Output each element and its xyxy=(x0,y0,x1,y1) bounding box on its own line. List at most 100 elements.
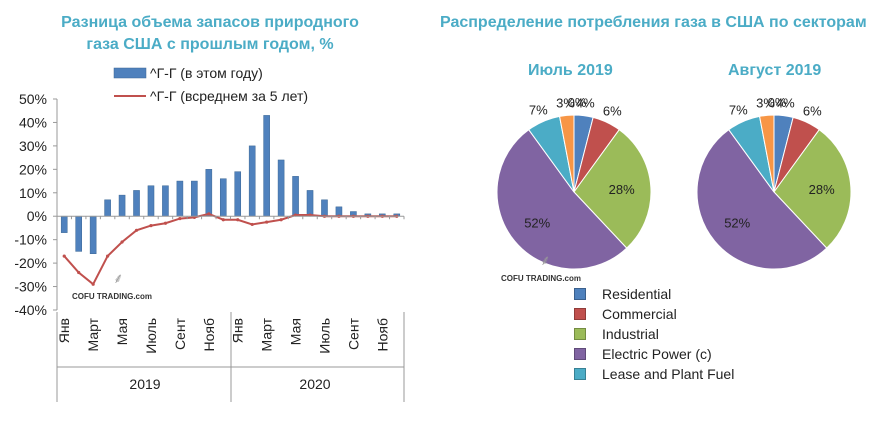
pie-august-title: Август 2019 xyxy=(728,62,822,79)
pie-slice xyxy=(558,114,575,193)
pie-slice-label: 52% xyxy=(524,215,550,230)
bar xyxy=(205,169,213,217)
bar xyxy=(133,190,140,217)
legend-swatch xyxy=(574,288,586,300)
legend-swatch xyxy=(574,308,586,320)
line-point xyxy=(221,218,225,222)
pie-slice-label: 4% xyxy=(776,96,795,111)
line-point xyxy=(120,240,124,244)
y-tick-label: -40% xyxy=(14,302,47,318)
pie-zero-label: 0% xyxy=(568,95,587,110)
x-tick-label: Сент xyxy=(172,317,188,350)
year-label-2020: 2020 xyxy=(299,376,330,392)
pie-legend-item: Industrial xyxy=(574,324,734,344)
y-tick-label: 50% xyxy=(19,91,47,107)
line-point xyxy=(134,228,139,232)
pie-legend-item: Electric Power (c) xyxy=(574,344,734,364)
line-point xyxy=(149,224,153,228)
bar xyxy=(277,159,285,217)
bar xyxy=(147,185,155,217)
bar xyxy=(219,178,227,217)
x-tick-label: Сент xyxy=(345,317,361,350)
x-tick-label: Нояб xyxy=(374,318,390,352)
y-tick-label: -10% xyxy=(14,232,47,248)
x-tick-label: Март xyxy=(259,317,275,351)
bar xyxy=(60,215,68,233)
pie-legend-item: Lease and Plant Fuel xyxy=(574,364,734,384)
x-tick-label: Июль xyxy=(316,318,332,354)
line-point xyxy=(106,254,110,258)
y-tick-label: -30% xyxy=(14,279,47,295)
wheat-icon: ⸙ xyxy=(113,270,124,286)
y-tick-label: 0% xyxy=(27,208,47,224)
year-label-2019: 2019 xyxy=(129,376,160,392)
pie-slice xyxy=(773,129,852,249)
yoy-storage-chart: 50% 40% 30% 20% 10% 0% -10% -20% -30% -40% Янв Март… xyxy=(14,65,405,402)
right-chart-title: Распределение потребления газа в США по … xyxy=(440,14,867,31)
line-point xyxy=(62,254,66,258)
pie-legend-item: Commercial xyxy=(574,304,734,324)
pie-july-2019: 4% 6% 28% 52% 7% 3%0% xyxy=(496,95,652,270)
line-point xyxy=(265,220,269,224)
pie-slice xyxy=(758,114,775,193)
legend-label: Lease and Plant Fuel xyxy=(602,366,735,382)
legend-swatch xyxy=(574,328,586,340)
bar xyxy=(248,145,256,217)
bar xyxy=(118,194,126,217)
legend-label: Residential xyxy=(602,286,672,302)
x-tick-label: Мая xyxy=(114,318,130,345)
bar xyxy=(234,171,242,217)
bar xyxy=(75,215,82,252)
y-tick-label: 40% xyxy=(19,114,47,130)
right-watermark: ⸙ COFU TRADING.com xyxy=(501,252,581,283)
pie-legend: Residential Commercial Industrial Electric … xyxy=(574,284,734,384)
legend-swatch xyxy=(574,348,586,360)
legend-swatch xyxy=(574,368,586,380)
y-tick-label: 20% xyxy=(19,161,47,177)
pie-slice-label: 28% xyxy=(809,182,835,197)
pie-charts: 4%6%28%52%7% 3%0% 4%6%28%52%7% 3%0% ⸙ COFU… xyxy=(496,95,852,283)
bar xyxy=(104,199,111,217)
pie-august-2019: 4% 6% 28% 52% 7% 3%0% xyxy=(696,95,852,270)
pie-slice-label: 28% xyxy=(609,182,635,197)
bar xyxy=(191,180,198,217)
line-point xyxy=(207,212,211,216)
pie-slice xyxy=(696,129,828,270)
line-point xyxy=(91,282,95,286)
line-point xyxy=(77,270,81,275)
left-chart-title-line2: газа США с прошлым годом, % xyxy=(86,36,334,53)
pie-slice-label: 7% xyxy=(529,102,548,117)
line-point xyxy=(279,218,283,222)
left-chart-title: Разница объема запасов природного газа С… xyxy=(40,12,380,56)
line-point xyxy=(163,221,168,225)
line-point xyxy=(178,216,182,221)
bar xyxy=(162,185,169,217)
pie-slice xyxy=(573,129,652,249)
right-watermark-text: COFU TRADING.com xyxy=(501,274,581,283)
legend-bar-swatch xyxy=(113,67,147,79)
legend-label: Industrial xyxy=(602,326,659,342)
pie-slice-label: 6% xyxy=(803,104,822,119)
bar xyxy=(263,115,270,217)
bar xyxy=(89,215,97,254)
pie-slice-label: 4% xyxy=(576,96,595,111)
legend-line-label: ^Г-Г (всреднем за 5 лет) xyxy=(150,88,308,104)
x-tick-label: Мая xyxy=(288,318,304,345)
bar xyxy=(176,180,184,217)
wheat-icon: ⸙ xyxy=(540,252,551,268)
legend-bar-label: ^Г-Г (в этом году) xyxy=(150,65,263,81)
line-point xyxy=(250,222,254,227)
x-tick-label: Янв xyxy=(56,318,72,343)
left-watermark-text: COFU TRADING.com xyxy=(72,292,152,301)
x-tick-label: Март xyxy=(85,317,101,351)
pie-slice-label: 52% xyxy=(724,215,750,230)
line-point xyxy=(236,218,240,222)
bar xyxy=(292,176,299,217)
y-tick-label: 30% xyxy=(19,138,47,154)
pie-slice-label: 7% xyxy=(729,102,748,117)
bar xyxy=(306,190,314,217)
x-tick-label: Июль xyxy=(143,318,159,354)
x-tick-label: Янв xyxy=(230,318,246,343)
pie-legend-item: Residential xyxy=(574,284,734,304)
left-watermark: ⸙ COFU TRADING.com xyxy=(72,270,152,301)
